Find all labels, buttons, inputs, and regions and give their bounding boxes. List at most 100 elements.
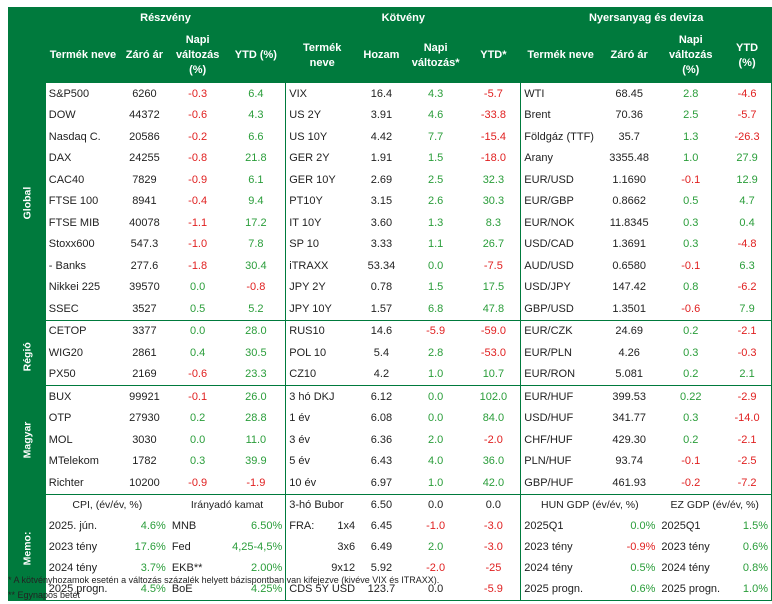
ytd-change: -5.7	[737, 109, 757, 122]
close-value: 44372	[129, 109, 160, 122]
policy-rate-title: Irányadó kamat	[168, 493, 287, 516]
product-name: AUD/USD	[524, 259, 574, 272]
column-header: YTD (%)	[723, 28, 772, 83]
fra-tenor: 3x6	[337, 541, 356, 553]
close-value: 547.3	[130, 238, 159, 251]
ytd-change: 2.1	[739, 368, 755, 381]
hun-gdp-label: 2023 tény	[524, 541, 573, 553]
product-name: CAC40	[48, 173, 85, 186]
hun-gdp-value: -0.9%	[626, 541, 656, 553]
daily-change: 2.5	[683, 109, 699, 122]
daily-change: -0.1	[681, 259, 701, 272]
close-value: 5.4	[373, 346, 390, 359]
close-value: 53.34	[367, 259, 396, 272]
ytd-change: 21.8	[226, 147, 287, 169]
table-row: DAX 24255 -0.8 21.8 GER 2Y 1.91 1.5 -18.0 Arany 3…	[9, 147, 772, 169]
daily-change: 0.2	[658, 319, 724, 342]
ytd-change: 26.0	[226, 385, 287, 408]
daily-change: -5.9	[404, 319, 467, 342]
daily-change: 0.0	[190, 281, 206, 294]
close-value: 3.91	[370, 109, 393, 122]
close-value: 40078	[129, 216, 160, 229]
ytd-change: 4.7	[739, 195, 755, 208]
footnote-2: ** Egynapos betét	[8, 590, 81, 600]
side-label-text: Global	[21, 186, 34, 220]
ytd-change: 8.3	[466, 212, 522, 234]
cpi-label: 2025. jún.	[48, 520, 98, 532]
ytd-change: -1.9	[226, 472, 287, 494]
fra-value: 123.7	[367, 583, 396, 595]
close-value: 4.42	[370, 130, 393, 143]
ytd-change: 6.3	[739, 259, 755, 272]
fra-ytd: -25	[466, 557, 522, 579]
memo-row: 2025. jún. 4.6% MNB 6.50% FRA: 1x4 6.45 -1.0 -3.…	[9, 515, 772, 537]
table-row: Richter 10200 -0.9 -1.9 10 év 6.97 1.0 42.0 GBP/…	[9, 472, 772, 494]
hun-gdp-value: 0.5%	[630, 562, 656, 574]
close-value: 1.3501	[612, 302, 646, 315]
ytd-change: -2.5	[737, 455, 757, 468]
product-name: OTP	[48, 412, 72, 425]
product-name: DAX	[48, 152, 72, 165]
close-value: 1.1690	[612, 173, 646, 186]
close-value: 1.91	[370, 152, 393, 165]
fra-cell: FRA: 1x4	[286, 516, 358, 537]
product-name: Stoxx600	[48, 238, 95, 251]
daily-change: 1.0	[427, 476, 444, 489]
close-value: 4.26	[618, 346, 640, 359]
close-value: 3377	[120, 319, 169, 342]
section-header-stocks: Részvény	[45, 7, 287, 28]
side-label-magyar: Magyar	[8, 385, 46, 494]
daily-change: -0.1	[168, 385, 227, 408]
fra-value: 6.49	[370, 541, 393, 553]
market-table-wrapper: Részvény Kötvény Nyersanyag és deviza Termé…	[8, 7, 772, 601]
table-row: Nasdaq C. 20586 -0.2 6.6 US 10Y 4.42 7.7 -15.4 F…	[9, 126, 772, 148]
ez-gdp-value: 1.0%	[742, 583, 768, 595]
column-header: Napi változás (%)	[658, 28, 724, 83]
fra-value: 6.45	[370, 520, 393, 532]
daily-change: -0.2	[188, 130, 208, 143]
ez-gdp-label: 2025 progn.	[661, 583, 721, 595]
daily-change: -0.1	[681, 173, 701, 186]
section-header-bonds: Kötvény	[285, 7, 522, 28]
column-header: Termék neve	[520, 28, 600, 83]
column-header: Napi változás*	[404, 28, 467, 83]
daily-change: 0.3	[683, 412, 699, 425]
table-row: SSEC 3527 0.5 5.2 JPY 10Y 1.57 6.8 47.8 GBP/USD 1…	[9, 298, 772, 320]
ez-gdp-value: 1.5%	[742, 520, 768, 532]
rate-value: 2.00%	[226, 557, 287, 579]
ytd-change: 47.8	[466, 298, 522, 320]
ytd-change: 6.4	[226, 83, 287, 105]
table-row: Nikkei 225 39570 0.0 -0.8 JPY 2Y 0.78 1.5 17.5 U…	[9, 276, 772, 298]
product-name: US 10Y	[289, 130, 328, 143]
close-value: 3527	[132, 302, 157, 315]
table-row: Régió CETOP 3377 0.0 28.0 RUS10 14.6 -5.9 -59.0 E…	[8, 319, 772, 386]
daily-change: 0.0	[427, 412, 444, 425]
product-name: 10 év	[289, 476, 317, 489]
product-name: GBP/USD	[524, 302, 574, 315]
product-name: VIX	[289, 87, 307, 100]
close-value: 3030	[132, 433, 157, 446]
footnote-1: * A kötvényhozamok esetén a változás szá…	[8, 575, 440, 585]
product-name: MTelekom	[48, 455, 99, 468]
product-name: GBP/HUF	[524, 476, 574, 489]
product-name: US 2Y	[289, 109, 322, 122]
daily-change: 1.0	[683, 152, 699, 165]
daily-change: -0.1	[681, 455, 701, 468]
close-value: 3355.48	[609, 152, 650, 165]
close-value: 341.77	[612, 412, 646, 425]
side-label-memo: Memo:	[8, 493, 46, 600]
side-label-text: Memo:	[21, 531, 34, 566]
bubor-value: 6.50	[358, 493, 405, 516]
daily-change: 6.8	[427, 302, 444, 315]
daily-change: 0.0	[427, 259, 444, 272]
daily-change: -1.1	[188, 216, 208, 229]
fra-change: -2.0	[426, 562, 446, 574]
close-value: 14.6	[358, 319, 405, 342]
ytd-change: -33.8	[466, 104, 522, 126]
bubor-change: 0.0	[404, 493, 467, 516]
close-value: 277.6	[130, 259, 159, 272]
product-name: RUS10	[285, 319, 359, 342]
close-value: 20586	[129, 130, 160, 143]
corner-cell	[8, 28, 46, 83]
ytd-change: -5.7	[466, 83, 522, 105]
